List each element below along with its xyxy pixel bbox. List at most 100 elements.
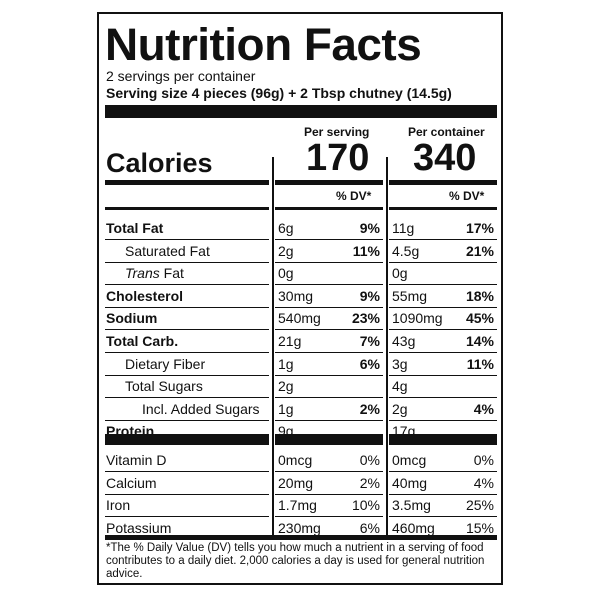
vitamin-calcium-container-amount: 40mg xyxy=(392,474,428,491)
servings-per-container: 2 servings per container xyxy=(106,68,256,84)
footnote-divider xyxy=(105,535,497,540)
nutrient-incl-added-sugars-container-amount: 2g xyxy=(392,400,408,417)
vitamin-iron-container-amount: 3.5mg xyxy=(392,497,431,513)
vitamin-potassium-serving-cell: 230mg 6% xyxy=(275,518,383,540)
vitamin-potassium-label: Potassium xyxy=(106,519,172,536)
nutrient-saturated-fat-serving-percent-dv: 11% xyxy=(352,242,380,259)
vitamin-iron-container-cell: 3.5mg 25% xyxy=(389,495,497,517)
nutrient-total-sugars-container-amount: 4g xyxy=(392,378,408,395)
column-separator-2 xyxy=(386,157,388,535)
dv-header-serving: % DV* xyxy=(336,189,372,203)
vitamin-calcium-row: Calcium 20mg 2% 40mg 4% xyxy=(105,473,497,495)
nutrient-total-carb-label: Total Carb. xyxy=(105,331,269,353)
calories-divider-right xyxy=(389,180,497,185)
vitamin-iron-serving-cell: 1.7mg 10% xyxy=(275,495,383,517)
per-serving-header: Per serving xyxy=(304,125,370,139)
vitamin-iron-row: Iron 1.7mg 10% 3.5mg 25% xyxy=(105,495,497,517)
nutrient-trans-fat-container-amount: 0g xyxy=(392,265,408,282)
calories-divider-left xyxy=(105,180,269,185)
nutrient-total-fat-container-cell: 11g 17% xyxy=(389,218,497,240)
vitamin-potassium-container-cell: 460mg 15% xyxy=(389,518,497,540)
nutrient-total-sugars-serving-amount: 2g xyxy=(278,378,294,395)
nutrient-cholesterol-serving-percent-dv: 9% xyxy=(359,287,380,304)
nutrient-saturated-fat-serving-cell: 2g 11% xyxy=(275,241,383,263)
nutrient-dietary-fiber-container-amount: 3g xyxy=(392,355,408,372)
nutrient-dietary-fiber-container-percent-dv: 11% xyxy=(466,355,494,372)
dv-divider-left xyxy=(105,207,269,210)
calories-per-container: 340 xyxy=(413,137,477,179)
nutrient-total-fat-serving-cell: 6g 9% xyxy=(275,218,383,240)
nutrient-total-carb-serving-amount: 21g xyxy=(278,333,302,349)
serving-size: Serving size 4 pieces (96g) + 2 Tbsp chu… xyxy=(106,85,452,101)
per-container-header: Per container xyxy=(408,125,485,139)
nutrient-cholesterol-serving-amount: 30mg xyxy=(278,287,314,304)
nutrient-incl-added-sugars-row: Incl. Added Sugars 1g 2% 2g 4% xyxy=(105,399,497,421)
nutrient-dietary-fiber-container-cell: 3g 11% xyxy=(389,354,497,376)
nutrient-total-carb-container-cell: 43g 14% xyxy=(389,331,497,353)
nutrient-saturated-fat-container-cell: 4.5g 21% xyxy=(389,241,497,263)
nutrient-total-fat-container-percent-dv: 17% xyxy=(465,220,494,236)
nutrient-trans-fat-label: Trans Fat xyxy=(105,263,269,286)
vitamin-vitamin-d-container-amount: 0mcg xyxy=(392,452,427,468)
nutrient-incl-added-sugars-container-cell: 2g 4% xyxy=(389,399,497,421)
vitamin-divider-mid xyxy=(275,434,383,445)
nutrient-sodium-row: Sodium 540mg 23% 1090mg 45% xyxy=(105,308,497,331)
nutrient-total-fat-container-amount: 11g xyxy=(392,220,415,236)
nutrient-total-sugars-row: Total Sugars 2g 4g xyxy=(105,376,497,399)
nutrient-incl-added-sugars-serving-percent-dv: 2% xyxy=(359,400,380,417)
nutrient-trans-fat-container-cell: 0g xyxy=(389,263,497,286)
nutrient-total-carb-row: Total Carb. 21g 7% 43g 14% xyxy=(105,331,497,353)
nutrient-sodium-container-amount: 1090mg xyxy=(392,310,443,327)
nutrient-dietary-fiber-serving-percent-dv: 6% xyxy=(359,355,380,372)
nutrient-dietary-fiber-serving-cell: 1g 6% xyxy=(275,354,383,376)
nutrient-total-sugars-container-cell: 4g xyxy=(389,376,497,399)
nutrient-dietary-fiber-serving-amount: 1g xyxy=(278,355,294,372)
nutrient-trans-fat-row: Trans Fat 0g 0g xyxy=(105,263,497,286)
nutrient-total-fat-label: Total Fat xyxy=(105,218,269,240)
vitamin-calcium-serving-cell: 20mg 2% xyxy=(275,473,383,495)
thick-divider-top xyxy=(105,105,497,118)
nutrition-facts-label: Nutrition Facts 2 servings per container… xyxy=(97,12,503,585)
nutrient-total-sugars-serving-cell: 2g xyxy=(275,376,383,399)
nutrient-trans-fat-serving-amount: 0g xyxy=(278,265,294,282)
vitamin-potassium-container-amount: 460mg xyxy=(392,519,435,536)
vitamin-vitamin-d-label: Vitamin D xyxy=(105,450,269,472)
nutrient-cholesterol-label: Cholesterol xyxy=(105,286,269,308)
vitamin-divider-left xyxy=(105,434,269,445)
dv-divider-right xyxy=(389,207,497,210)
vitamin-vitamin-d-container-cell: 0mcg 0% xyxy=(389,450,497,472)
nutrient-total-fat-serving-amount: 6g xyxy=(278,220,294,236)
nutrient-total-carb-serving-percent-dv: 7% xyxy=(359,333,380,349)
dv-divider-mid xyxy=(275,207,383,210)
nutrient-saturated-fat-serving-amount: 2g xyxy=(278,242,294,259)
vitamin-vitamin-d-serving-percent-dv: 0% xyxy=(359,452,380,468)
nutrient-saturated-fat-label: Saturated Fat xyxy=(105,241,269,263)
vitamin-divider-right xyxy=(389,434,497,445)
nutrient-total-carb-container-amount: 43g xyxy=(392,333,416,349)
calories-label: Calories xyxy=(106,148,213,178)
nutrient-sodium-label: Sodium xyxy=(105,308,269,331)
vitamin-calcium-container-cell: 40mg 4% xyxy=(389,473,497,495)
vitamin-potassium-container-percent-dv: 15% xyxy=(465,519,494,536)
nutrient-cholesterol-serving-cell: 30mg 9% xyxy=(275,286,383,308)
vitamin-calcium-container-percent-dv: 4% xyxy=(473,474,494,491)
nutrient-incl-added-sugars-container-percent-dv: 4% xyxy=(473,400,494,417)
column-separator-1 xyxy=(272,157,274,535)
nutrient-dietary-fiber-row: Dietary Fiber 1g 6% 3g 11% xyxy=(105,354,497,376)
footnote: *The % Daily Value (DV) tells you how mu… xyxy=(106,542,485,580)
nutrient-sodium-serving-cell: 540mg 23% xyxy=(275,308,383,331)
vitamin-iron-label: Iron xyxy=(105,495,269,517)
nutrient-sodium-container-percent-dv: 45% xyxy=(465,310,494,327)
vitamin-potassium-row: Potassium 230mg 6% 460mg 15% xyxy=(105,518,497,540)
dv-header-container: % DV* xyxy=(449,189,485,203)
nutrient-trans-fat-serving-cell: 0g xyxy=(275,263,383,286)
vitamin-vitamin-d-serving-amount: 0mcg xyxy=(278,452,313,468)
nutrient-saturated-fat-container-amount: 4.5g xyxy=(392,242,420,259)
nutrient-incl-added-sugars-serving-cell: 1g 2% xyxy=(275,399,383,421)
nutrient-cholesterol-container-amount: 55mg xyxy=(392,287,428,304)
nutrient-cholesterol-container-cell: 55mg 18% xyxy=(389,286,497,308)
label-title: Nutrition Facts xyxy=(105,19,422,70)
vitamin-vitamin-d-row: Vitamin D 0mcg 0% 0mcg 0% xyxy=(105,450,497,472)
nutrient-cholesterol-container-percent-dv: 18% xyxy=(465,287,494,304)
nutrient-sodium-container-cell: 1090mg 45% xyxy=(389,308,497,331)
